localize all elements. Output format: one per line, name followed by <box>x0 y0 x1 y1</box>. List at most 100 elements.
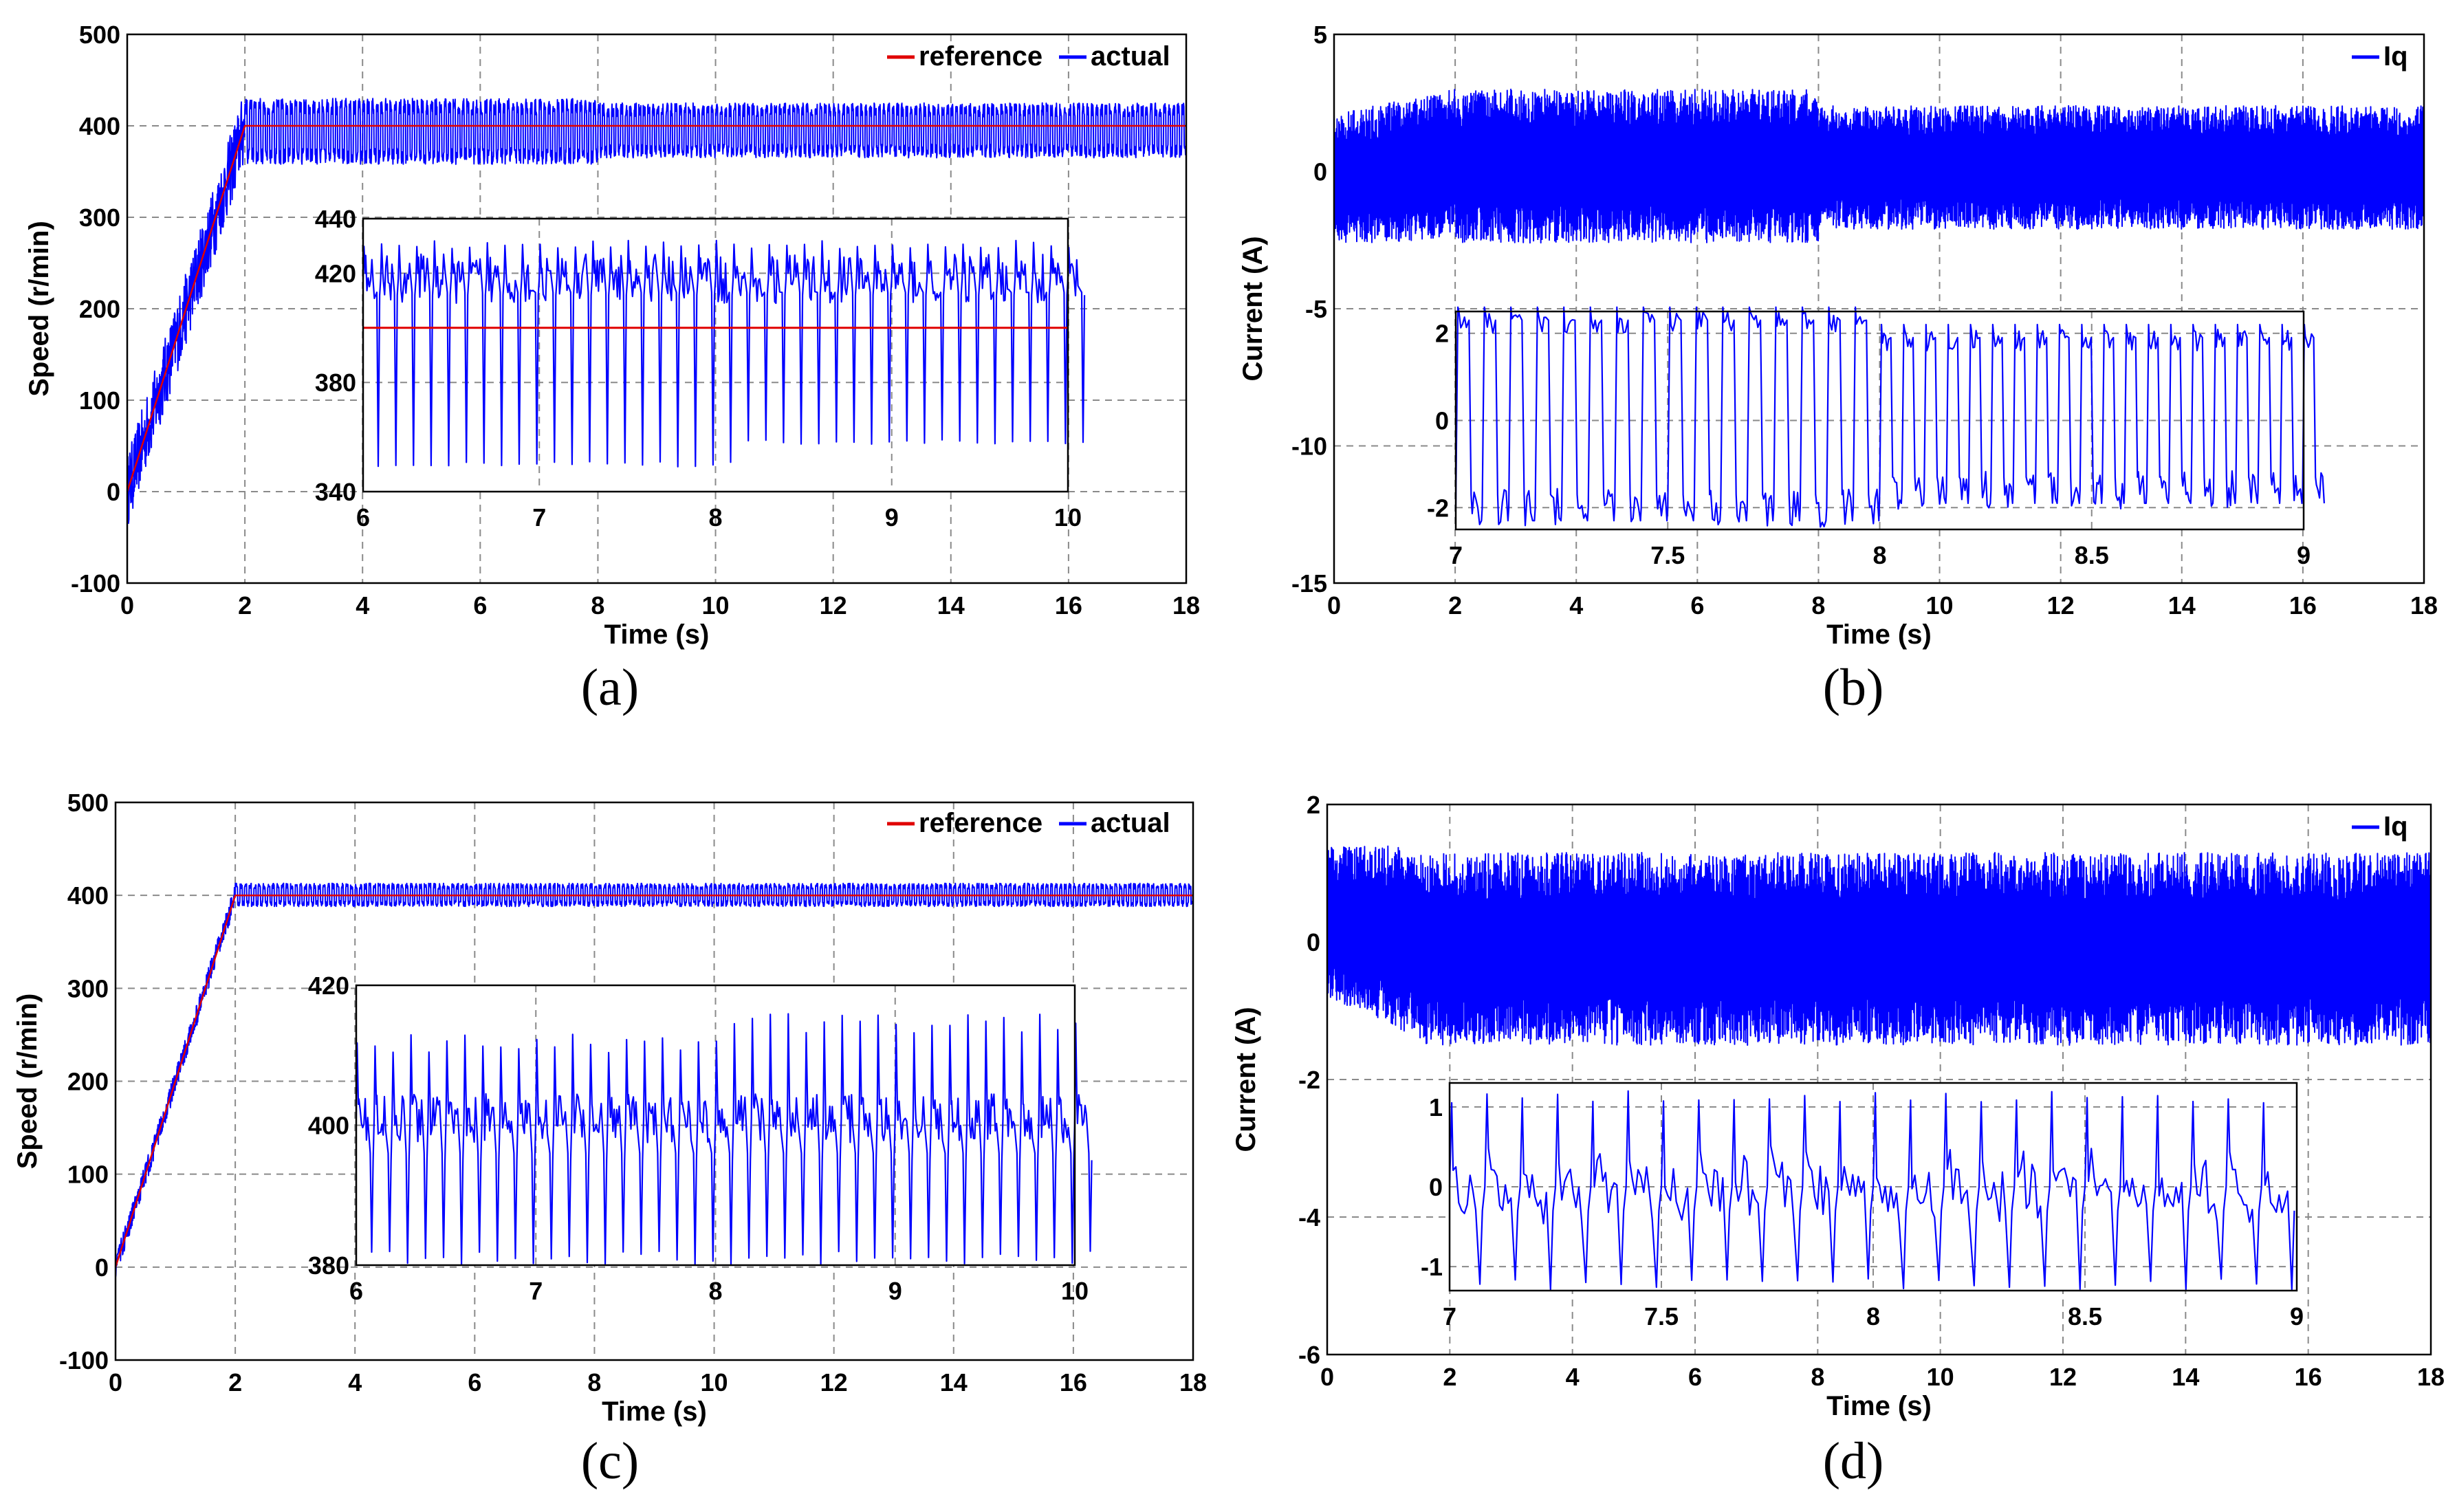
panel-d-xtick-label-5: 10 <box>1927 1363 1954 1391</box>
panel-d-inset-frame <box>1448 1082 2298 1292</box>
panel-b-xtick-label-1: 2 <box>1448 591 1462 620</box>
panel-a-inset-actual-line <box>362 239 1086 468</box>
panel-d-frame <box>1326 803 2432 1356</box>
panel-d-iq-line <box>1326 845 2432 1046</box>
panel-b-xtick-label-0: 0 <box>1327 591 1341 620</box>
panel-c-xlabel: Time (s) <box>602 1396 707 1427</box>
panel-d-xtick-label-9: 18 <box>2417 1363 2445 1391</box>
panel-a-actual-line <box>127 98 1187 524</box>
panel-b-caption: (b) <box>1823 659 1884 716</box>
panel-b-inset-xtick-label-4: 9 <box>2297 541 2311 569</box>
panel-c-frame <box>114 801 1194 1361</box>
panel-c-legend: reference actual <box>887 808 1170 838</box>
panel-b-inset: 7 7.5 8 8.5 9 -2 0 2 <box>1427 306 2325 569</box>
panel-d-inset-ytick-label-0: -1 <box>1421 1253 1443 1281</box>
panel-b-ytick-label-4: 5 <box>1313 21 1327 49</box>
panel-d-ytick-label-2: -2 <box>1298 1066 1320 1094</box>
panel-c-inset-ytick-label-2: 420 <box>308 972 349 1000</box>
panel-c-ytick-label-2: 100 <box>67 1161 109 1189</box>
panel-c-xtick-label-4: 8 <box>587 1368 601 1396</box>
panel-d-xtick-label-2: 4 <box>1566 1363 1580 1391</box>
panel-a-frame <box>126 33 1188 584</box>
panel-c-xtick-label-7: 14 <box>940 1368 968 1396</box>
panel-c-ytick-label-6: 500 <box>67 789 109 817</box>
panel-a-ytick-label-4: 300 <box>79 204 120 232</box>
panel-a-xtick-label-5: 10 <box>702 591 730 620</box>
legend-label-reference: reference <box>919 41 1042 72</box>
panel-a-ytick-label-3: 200 <box>79 295 120 323</box>
panel-d-inset-xtick-label-4: 9 <box>2290 1302 2304 1330</box>
panel-a-inset-xtick-label-4: 10 <box>1054 503 1082 532</box>
panel-c-ytick-label-5: 400 <box>67 881 109 910</box>
panel-a-xtick-label-6: 12 <box>820 591 847 620</box>
panel-c-inset-frame <box>355 984 1076 1267</box>
panel-b-frame <box>1333 33 2425 584</box>
panel-d-ytick-label-4: 2 <box>1307 791 1320 819</box>
panel-d-xtick-label-3: 6 <box>1688 1363 1702 1391</box>
panel-d: Iq 0 2 4 6 8 10 12 14 16 18 -6 -4 -2 0 2 7 7.5 8 8.5 9 -1 0 1 Ti… <box>1231 791 2445 1490</box>
panel-c-ytick-label-0: -100 <box>59 1346 109 1374</box>
panel-b-inset-xtick-label-2: 8 <box>1872 541 1886 569</box>
panel-a-xtick-label-2: 4 <box>356 591 369 620</box>
panel-d-xtick-label-0: 0 <box>1320 1363 1334 1391</box>
panel-d-inset-ytick-label-2: 1 <box>1429 1093 1443 1121</box>
panel-b-inset-ytick-label-1: 0 <box>1435 407 1449 435</box>
panel-c-inset-xtick-label-3: 9 <box>888 1277 902 1305</box>
panel-d-inset-xtick-label-1: 7.5 <box>1644 1302 1679 1330</box>
panel-c-ytick-label-3: 200 <box>67 1068 109 1096</box>
panel-a-inset-ytick-label-0: 340 <box>315 478 356 506</box>
panel-a-ytick-label-2: 100 <box>79 386 120 415</box>
panel-b-xtick-label-9: 18 <box>2410 591 2438 620</box>
panel-d-xtick-label-4: 8 <box>1811 1363 1824 1391</box>
panel-a-inset-ytick-label-1: 380 <box>315 369 356 397</box>
panel-a-ytick-label-0: -100 <box>71 569 120 598</box>
panel-b-iq-line <box>1333 88 2425 244</box>
panel-a-reference-line <box>126 124 1186 492</box>
panel-a-ylabel: Speed (r/min) <box>24 221 54 397</box>
panel-b-xtick-label-8: 16 <box>2289 591 2317 620</box>
panel-a-legend: reference actual <box>887 41 1170 72</box>
panel-c-xtick-label-3: 6 <box>468 1368 481 1396</box>
panel-a-inset-xtick-label-3: 9 <box>885 503 899 532</box>
panel-c-ylabel: Speed (r/min) <box>12 994 43 1170</box>
panel-d-ytick-label-3: 0 <box>1307 928 1320 956</box>
panel-b-xlabel: Time (s) <box>1826 620 1932 650</box>
panel-c-inset-ytick-label-0: 380 <box>308 1251 349 1280</box>
panel-b-xtick-label-3: 6 <box>1690 591 1704 620</box>
panel-c-inset-ytick-label-1: 400 <box>308 1112 349 1140</box>
panel-a-xtick-label-8: 16 <box>1055 591 1082 620</box>
panel-d-xlabel: Time (s) <box>1826 1391 1932 1421</box>
panel-b-ytick-label-3: 0 <box>1313 158 1327 186</box>
panel-b-xtick-label-6: 12 <box>2047 591 2075 620</box>
panel-b-inset-iq-line <box>1454 306 2325 528</box>
panel-c-inset-xtick-label-2: 8 <box>708 1277 722 1305</box>
panel-a-xtick-label-4: 8 <box>591 591 604 620</box>
panel-c-xtick-label-6: 12 <box>820 1368 848 1396</box>
panel-c-xtick-label-9: 18 <box>1179 1368 1207 1396</box>
panel-a-inset-xtick-label-1: 7 <box>532 503 546 532</box>
panel-d-inset: 7 7.5 8 8.5 9 -1 0 1 <box>1421 1082 2304 1330</box>
panel-c-ytick-label-1: 0 <box>95 1253 109 1282</box>
panel-a-inset-ytick-label-2: 420 <box>315 259 356 287</box>
panel-a-ytick-label-5: 400 <box>79 112 120 140</box>
panel-a-xtick-label-1: 2 <box>238 591 252 620</box>
panel-c-inset-actual-line <box>355 1013 1093 1267</box>
panel-a-ytick-label-6: 500 <box>79 21 120 49</box>
panel-b-inset-xtick-label-1: 7.5 <box>1650 541 1685 569</box>
legend-label-reference: reference <box>919 808 1042 838</box>
panel-b-ylabel: Current (A) <box>1238 236 1268 381</box>
panel-d-inset-ytick-label-1: 0 <box>1429 1173 1443 1201</box>
panel-b-xtick-label-7: 14 <box>2168 591 2196 620</box>
panel-b: Iq 0 2 4 6 8 10 12 14 16 18 -15 -10 -5 0 5 7 7.5 8 8.5 9 -2 0 2… <box>1238 21 2438 716</box>
panel-b-xtick-label-4: 8 <box>1811 591 1825 620</box>
panel-a-caption: (a) <box>581 659 639 716</box>
panel-b-inset-ytick-label-0: -2 <box>1427 494 1449 522</box>
panel-d-caption: (d) <box>1823 1432 1884 1490</box>
panel-a-xlabel: Time (s) <box>604 620 710 650</box>
panel-c-ytick-label-4: 300 <box>67 974 109 1002</box>
panel-a-inset: 6 7 8 9 10 340 380 420 440 <box>315 205 1086 532</box>
panel-d-inset-xtick-label-0: 7 <box>1443 1302 1456 1330</box>
